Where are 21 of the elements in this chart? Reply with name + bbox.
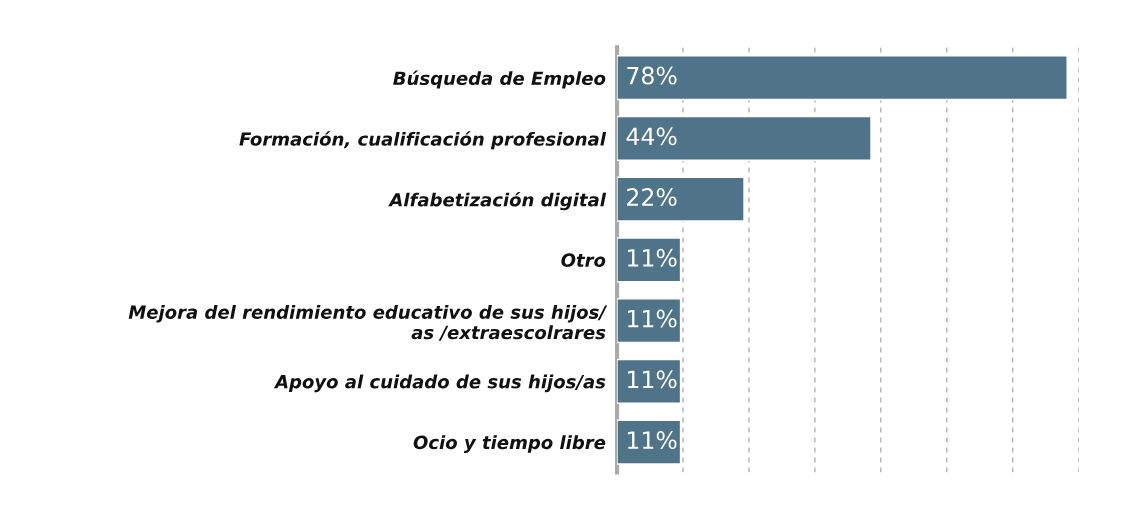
- bar: [617, 358, 682, 404]
- y-tick-label: Mejora del rendimiento educativo de sus hijos/ as /extraescolrares: [128, 304, 608, 341]
- bar: [617, 419, 682, 465]
- data-label: 22%: [627, 188, 677, 206]
- data-label: 78%: [627, 66, 677, 85]
- y-tick-label: Apoyo al cuidado de sus hijos/as: [273, 374, 606, 393]
- bar: [617, 115, 872, 161]
- data-label: 11%: [627, 248, 677, 267]
- data-label: 44%: [626, 127, 677, 146]
- bar: [617, 176, 745, 222]
- bar: [617, 298, 682, 344]
- y-tick-label: Ocio y tiempo libre: [413, 435, 606, 453]
- y-tick-label: Otro: [561, 253, 606, 267]
- bar: [617, 55, 1068, 101]
- bar: [617, 237, 682, 283]
- y-tick-label: Búsqueda de Empleo: [393, 70, 606, 89]
- data-label: 11%: [627, 370, 677, 389]
- y-tick-label: Formación, cualificación profesional: [239, 131, 607, 150]
- y-tick-label: Alfabetización digital: [388, 191, 607, 211]
- data-label: 11%: [627, 309, 677, 328]
- data-label: 11%: [627, 431, 677, 449]
